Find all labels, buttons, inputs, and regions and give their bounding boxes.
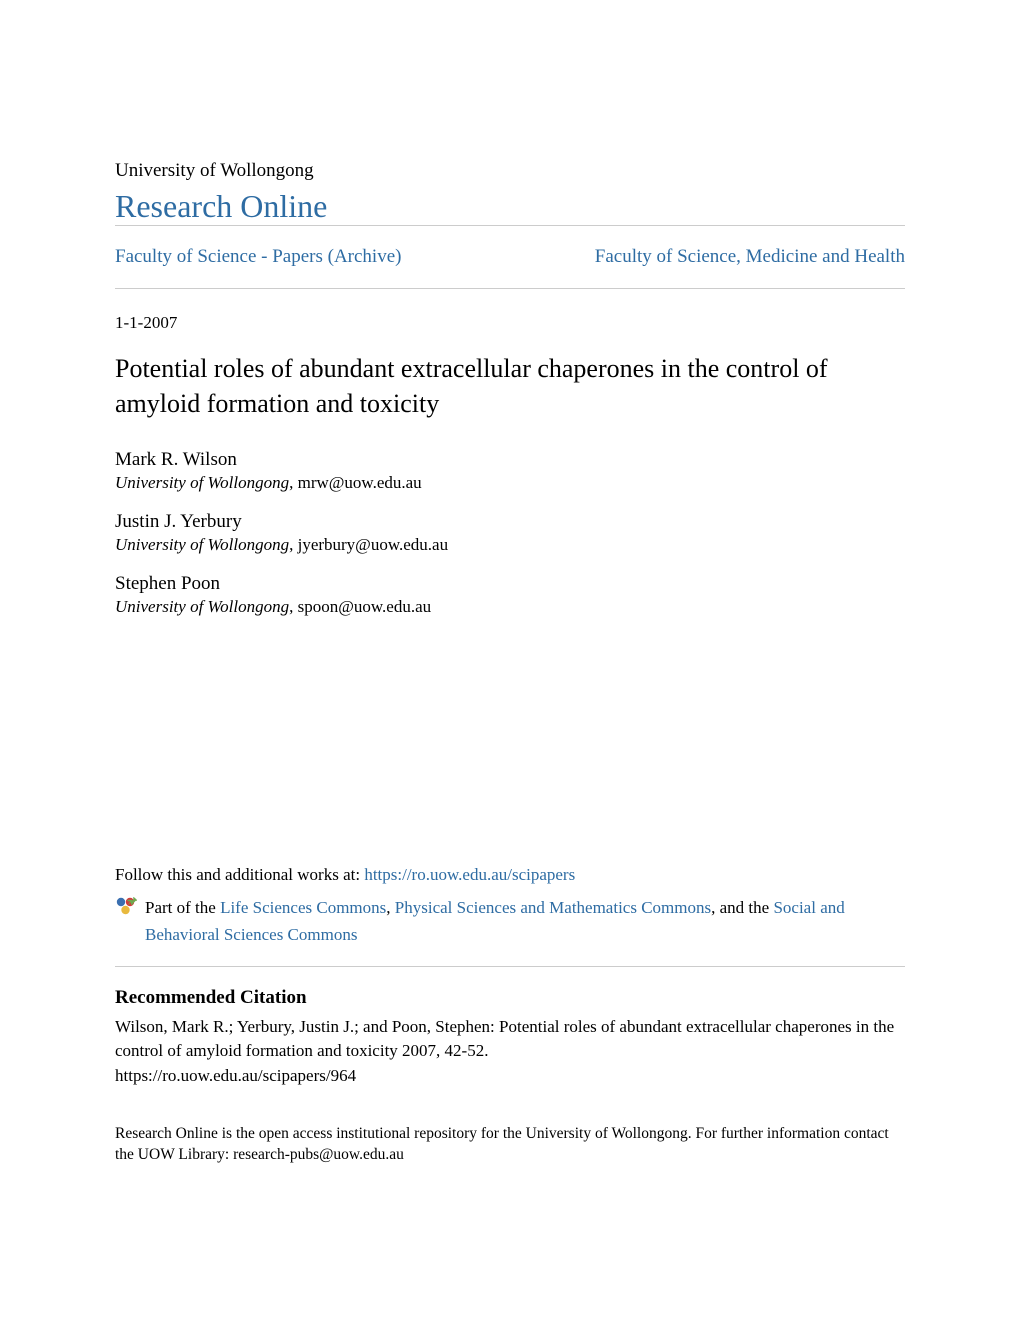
author-name: Justin J. Yerbury bbox=[115, 511, 905, 533]
author-block: Mark R. WilsonUniversity of Wollongong, … bbox=[115, 449, 905, 493]
author-name: Stephen Poon bbox=[115, 573, 905, 595]
repository-title-link[interactable]: Research Online bbox=[115, 188, 327, 224]
university-name: University of Wollongong bbox=[115, 160, 905, 182]
article-title: Potential roles of abundant extracellula… bbox=[115, 351, 905, 421]
author-institution: University of Wollongong bbox=[115, 473, 289, 492]
author-affiliation: University of Wollongong, mrw@uow.edu.au bbox=[115, 473, 905, 493]
author-institution: University of Wollongong bbox=[115, 535, 289, 554]
author-email: , spoon@uow.edu.au bbox=[289, 597, 431, 616]
commons-text: Part of the Life Sciences Commons, Physi… bbox=[145, 895, 905, 948]
follow-text: Follow this and additional works at: htt… bbox=[115, 865, 905, 885]
commons-prefix: Part of the bbox=[145, 898, 220, 917]
author-affiliation: University of Wollongong, spoon@uow.edu.… bbox=[115, 597, 905, 617]
author-email: , jyerbury@uow.edu.au bbox=[289, 535, 448, 554]
author-institution: University of Wollongong bbox=[115, 597, 289, 616]
commons-link-physical-sciences[interactable]: Physical Sciences and Mathematics Common… bbox=[395, 898, 711, 917]
spacer bbox=[115, 635, 905, 865]
footer-text: Research Online is the open access insti… bbox=[115, 1124, 905, 1166]
commons-sep-1: , bbox=[386, 898, 395, 917]
author-affiliation: University of Wollongong, jyerbury@uow.e… bbox=[115, 535, 905, 555]
commons-row: Part of the Life Sciences Commons, Physi… bbox=[115, 895, 905, 948]
follow-prefix: Follow this and additional works at: bbox=[115, 865, 364, 884]
authors-list: Mark R. WilsonUniversity of Wollongong, … bbox=[115, 449, 905, 617]
nav-link-archive[interactable]: Faculty of Science - Papers (Archive) bbox=[115, 246, 401, 268]
follow-link[interactable]: https://ro.uow.edu.au/scipapers bbox=[364, 865, 575, 884]
nav-link-faculty[interactable]: Faculty of Science, Medicine and Health bbox=[595, 246, 905, 268]
breadcrumb-nav: Faculty of Science - Papers (Archive) Fa… bbox=[115, 226, 905, 288]
citation-url: https://ro.uow.edu.au/scipapers/964 bbox=[115, 1066, 905, 1086]
commons-sep-2: , and the bbox=[711, 898, 773, 917]
citation-divider bbox=[115, 966, 905, 967]
commons-link-life-sciences[interactable]: Life Sciences Commons bbox=[220, 898, 386, 917]
author-block: Justin J. YerburyUniversity of Wollongon… bbox=[115, 511, 905, 555]
nav-divider bbox=[115, 288, 905, 289]
citation-body: Wilson, Mark R.; Yerbury, Justin J.; and… bbox=[115, 1015, 905, 1063]
citation-heading: Recommended Citation bbox=[115, 987, 905, 1009]
author-name: Mark R. Wilson bbox=[115, 449, 905, 471]
author-email: , mrw@uow.edu.au bbox=[289, 473, 422, 492]
network-commons-icon bbox=[115, 897, 137, 925]
author-block: Stephen PoonUniversity of Wollongong, sp… bbox=[115, 573, 905, 617]
publication-date: 1-1-2007 bbox=[115, 313, 905, 333]
